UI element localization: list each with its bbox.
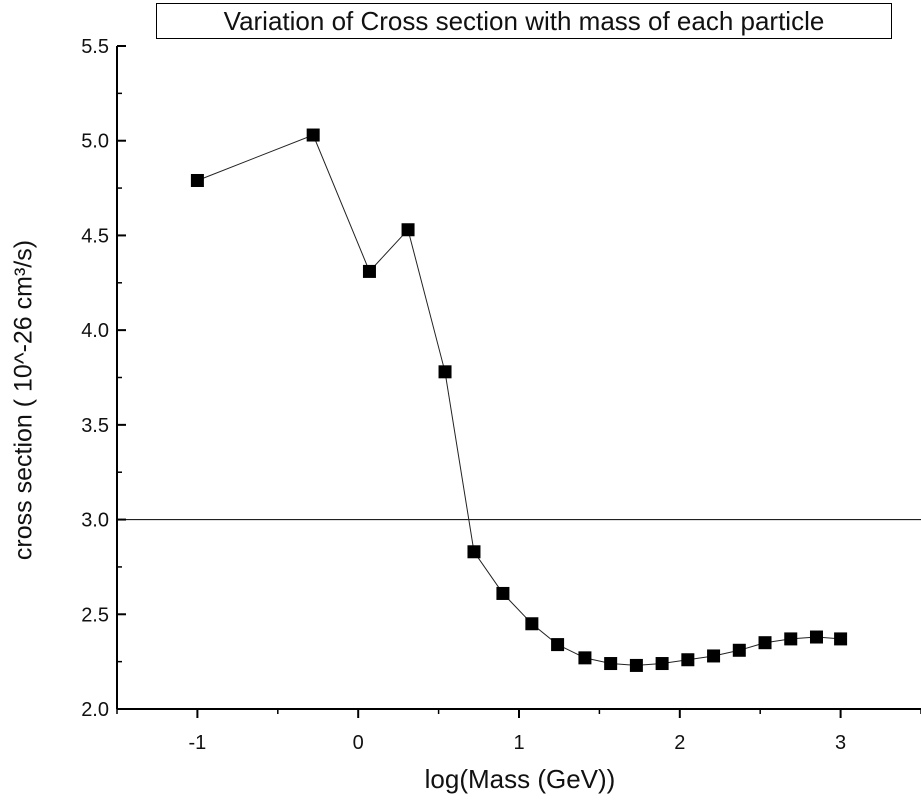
data-point [681,653,695,667]
y-tick-label: 4.0 [81,320,109,342]
chart-title: Variation of Cross section with mass of … [156,3,892,39]
x-tick-label: 0 [353,732,364,754]
data-point [809,630,823,644]
y-tick-label: 3.0 [81,510,109,532]
x-tick-label: 1 [513,732,524,754]
data-point [362,264,376,278]
y-tick-label: 5.0 [81,131,109,153]
data-point [784,632,798,646]
data-point [758,636,772,650]
data-point [707,649,721,663]
y-tick-label: 3.5 [81,415,109,437]
data-point [578,651,592,665]
data-point [496,586,510,600]
data-point [834,632,848,646]
y-axis-label: cross section ( 10^-26 cm³/s) [9,239,38,561]
y-tick-label: 5.5 [81,36,109,58]
data-point [525,617,539,631]
x-axis-label: log(Mass (GeV)) [424,764,616,794]
data-point [467,545,481,559]
x-tick-label: -1 [189,732,207,754]
data-point [401,223,415,237]
data-point [629,658,643,672]
data-point [551,638,565,652]
data-point [190,173,204,187]
data-point [438,365,452,379]
y-tick-label: 4.5 [81,225,109,247]
x-tick-label: 2 [674,732,685,754]
y-tick-label: 2.0 [81,699,109,721]
data-point [604,657,618,671]
x-tick-label: 3 [835,732,846,754]
series-line [197,134,841,666]
data-point [732,643,746,657]
data-point [655,657,669,671]
y-tick-label: 2.5 [81,604,109,626]
data-point [306,128,320,142]
